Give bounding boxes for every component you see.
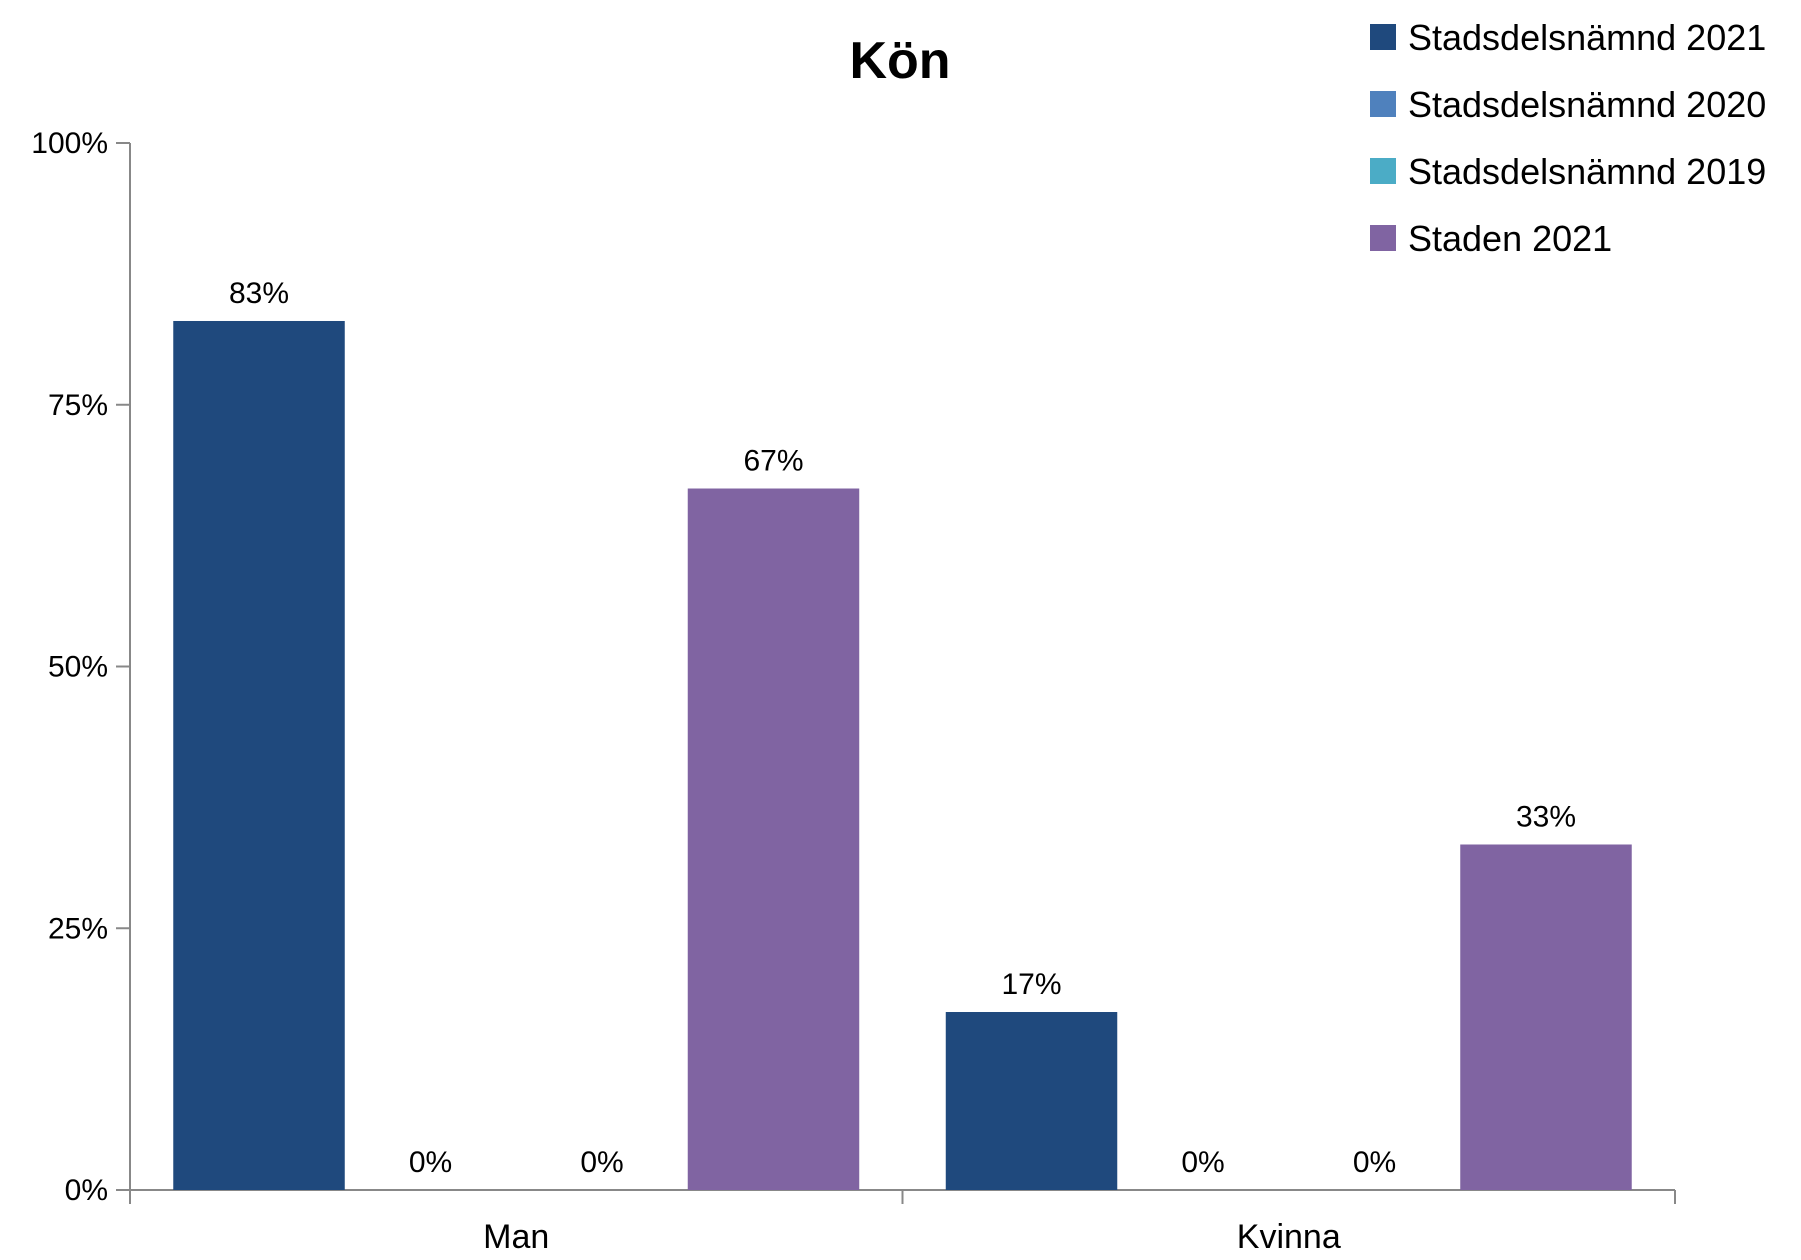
y-tick-label: 25% bbox=[48, 912, 108, 945]
legend-label: Stadsdelsnämnd 2020 bbox=[1408, 84, 1766, 125]
y-tick-label: 75% bbox=[48, 389, 108, 422]
y-tick-label: 100% bbox=[31, 127, 108, 160]
legend-label: Stadsdelsnämnd 2019 bbox=[1408, 151, 1766, 192]
legend-swatch bbox=[1370, 225, 1396, 251]
bar-value-label: 0% bbox=[409, 1146, 452, 1179]
x-axis: Man Kvinna bbox=[129, 1189, 1676, 1256]
bar-value-label: 0% bbox=[1353, 1146, 1396, 1179]
bar bbox=[1460, 844, 1632, 1190]
data-labels: 83% 17% 0% 0% 0% 0% 67% 33% bbox=[229, 277, 1576, 1179]
bar-value-label: 67% bbox=[743, 445, 803, 478]
bar-value-label: 0% bbox=[580, 1146, 623, 1179]
bar-value-label: 83% bbox=[229, 277, 289, 310]
x-category-label: Man bbox=[483, 1218, 549, 1256]
bar-value-label: 33% bbox=[1516, 800, 1576, 833]
bar-value-label: 17% bbox=[1001, 968, 1061, 1001]
legend-label: Staden 2021 bbox=[1408, 218, 1612, 259]
y-tick-label: 50% bbox=[48, 651, 108, 684]
bars bbox=[173, 320, 1632, 1190]
bar bbox=[173, 320, 345, 1190]
legend-label: Stadsdelsnämnd 2021 bbox=[1408, 17, 1766, 58]
y-tick-label: 0% bbox=[65, 1174, 108, 1207]
legend-swatch bbox=[1370, 158, 1396, 184]
bar-value-label: 0% bbox=[1181, 1146, 1224, 1179]
bar bbox=[945, 1012, 1118, 1190]
x-category-label: Kvinna bbox=[1237, 1218, 1341, 1256]
bar bbox=[687, 488, 860, 1190]
legend-swatch bbox=[1370, 91, 1396, 117]
y-axis: 0% 25% 50% 75% 100% bbox=[31, 127, 131, 1207]
legend-swatch bbox=[1370, 24, 1396, 50]
legend: Stadsdelsnämnd 2021 Stadsdelsnämnd 2020 St… bbox=[1370, 17, 1766, 259]
chart-title: Kön bbox=[849, 32, 950, 90]
